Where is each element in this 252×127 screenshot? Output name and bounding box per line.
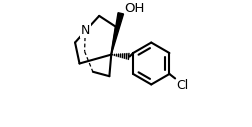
Text: Cl: Cl: [175, 79, 187, 92]
Text: N: N: [80, 24, 89, 37]
Polygon shape: [111, 13, 123, 55]
Text: OH: OH: [124, 2, 144, 15]
